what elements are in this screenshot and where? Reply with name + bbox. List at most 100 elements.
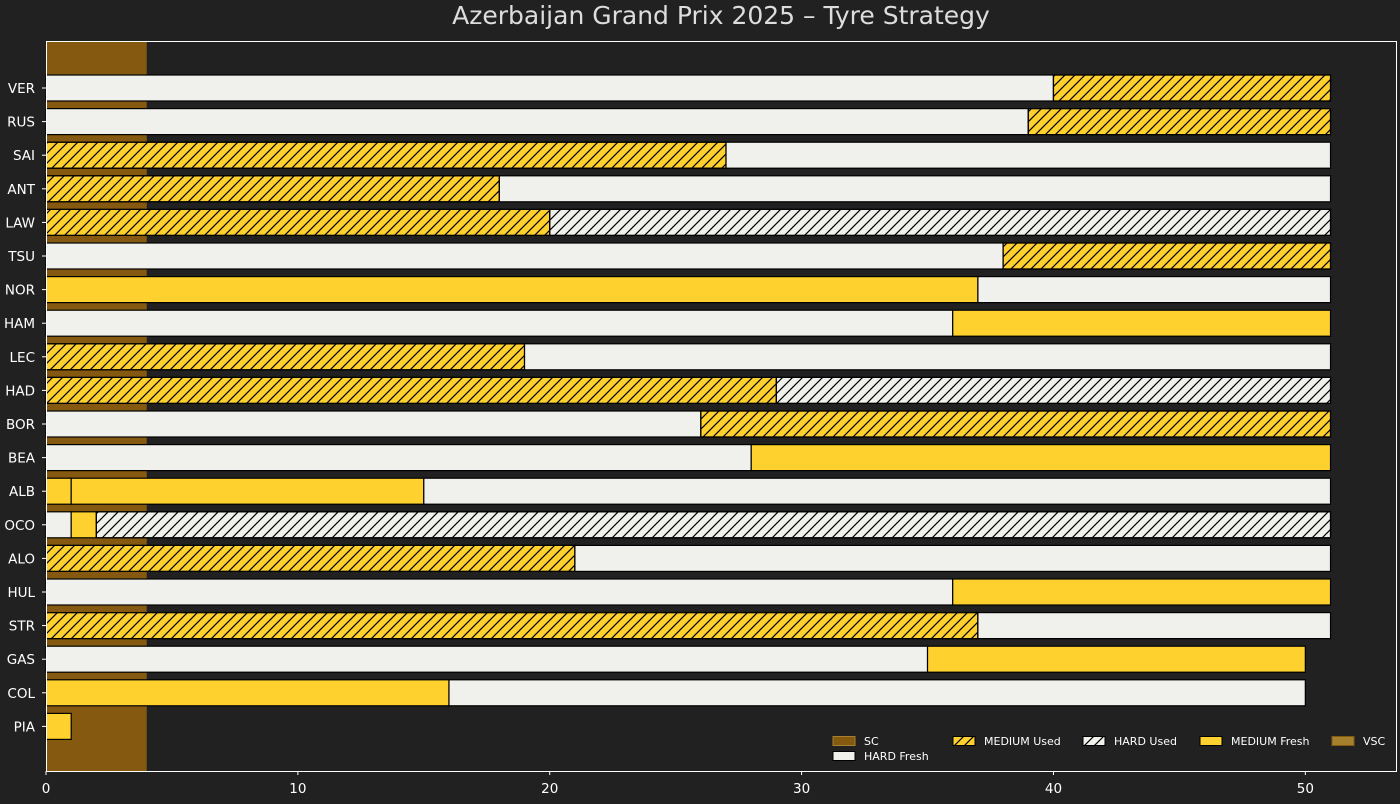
legend-item-sc: SC [832, 735, 879, 748]
stint-bar-alb-1 [45, 477, 72, 505]
stint-bar-pia-1 [45, 712, 72, 741]
y-tick-label-had: HAD [5, 383, 35, 399]
y-tick-label-lec: LEC [10, 350, 35, 366]
driver-row-sai [45, 141, 1332, 169]
y-tick-label-col: COL [7, 686, 35, 702]
legend-label: HARD Used [1114, 735, 1177, 748]
y-tick-label-pia: PIA [14, 719, 36, 735]
legend-label: MEDIUM Fresh [1231, 735, 1310, 748]
x-tick-label-20: 20 [541, 781, 558, 797]
stint-bar-rus-2-hatch [1027, 107, 1332, 136]
driver-row-hul [45, 578, 1332, 606]
stint-bar-lec-1-hatch [45, 343, 526, 371]
driver-row-bor [45, 410, 1332, 438]
driver-row-lec [45, 343, 1332, 371]
y-tick-label-ant: ANT [7, 182, 35, 198]
y-tick-label-alb: ALB [9, 484, 35, 500]
legend-item-medium-fresh: MEDIUM Fresh [1199, 735, 1310, 748]
stint-bar-str-2 [977, 611, 1332, 640]
y-tick-label-tsu: TSU [7, 249, 35, 265]
y-tick-label-sai: SAI [13, 148, 35, 164]
driver-row-nor [45, 276, 1332, 304]
stint-bar-alo-2 [574, 544, 1332, 573]
x-tick-label-40: 40 [1045, 781, 1062, 797]
stint-bar-had-2-hatch [775, 376, 1332, 404]
x-tick-label-10: 10 [289, 781, 306, 797]
y-tick-label-hul: HUL [7, 585, 35, 601]
stint-bar-col-1 [45, 679, 450, 707]
y-tick-label-law: LAW [5, 215, 35, 231]
stint-bar-ant-1-hatch [45, 175, 500, 203]
stint-bar-bea-1 [45, 444, 752, 472]
stint-bar-lec-2 [523, 343, 1332, 371]
y-tick-label-bor: BOR [6, 417, 35, 433]
y-tick-label-oco: OCO [4, 518, 35, 534]
y-axis: VER RUS SAI ANT LAW TSU NOR HAM LEC HAD BOR BEA ALB O… [4, 81, 46, 735]
stint-bar-ham-1 [45, 309, 954, 337]
driver-row-oco [45, 511, 1332, 539]
stint-bar-gas-2 [926, 645, 1306, 673]
stint-bar-sai-2 [725, 141, 1332, 169]
legend-item-hard-used: HARD Used [1082, 735, 1177, 748]
stint-bar-sai-1-hatch [45, 141, 727, 169]
y-tick-label-str: STR [9, 619, 35, 635]
legend-swatch [832, 751, 856, 761]
x-tick-label-0: 0 [42, 781, 51, 797]
y-tick-label-ham: HAM [4, 316, 35, 332]
stint-bar-hul-1 [45, 578, 954, 606]
legend: SC HARD Fresh MEDIUM Used HARD Used MEDIUM F… [832, 735, 1386, 763]
axes-frame [46, 41, 1397, 772]
driver-row-had [45, 376, 1332, 404]
stint-bar-bor-1 [45, 410, 702, 438]
legend-label: HARD Fresh [864, 750, 929, 763]
driver-row-ant [45, 175, 1332, 203]
stint-bar-law-2-hatch [549, 208, 1332, 236]
stint-bar-oco-2 [70, 511, 97, 539]
stint-bar-alb-2 [70, 477, 425, 505]
legend-swatch [832, 736, 856, 746]
driver-row-pia [45, 712, 72, 741]
driver-row-str [45, 611, 1332, 640]
x-axis: 0 10 20 30 40 50 [42, 771, 1314, 797]
y-tick-label-ver: VER [8, 81, 35, 97]
stint-bar-ant-2 [498, 175, 1332, 203]
stint-bar-ver-1 [45, 74, 1055, 102]
stint-bar-oco-1 [45, 511, 72, 539]
driver-row-rus [45, 107, 1332, 136]
y-tick-label-gas: GAS [7, 652, 35, 668]
legend-label: VSC [1363, 735, 1386, 748]
stint-bar-hul-2 [952, 578, 1332, 606]
stint-bar-law-1-hatch [45, 208, 551, 236]
stint-bar-ver-2-hatch [1052, 74, 1332, 102]
stint-bar-alb-3 [423, 477, 1332, 505]
stint-bar-nor-1 [45, 276, 979, 304]
stint-bar-nor-2 [977, 276, 1332, 304]
driver-row-gas [45, 645, 1306, 673]
y-tick-label-rus: RUS [7, 115, 35, 131]
stint-bar-ham-2 [952, 309, 1332, 337]
chart-title: Azerbaijan Grand Prix 2025 – Tyre Strate… [452, 1, 990, 30]
driver-row-alo [45, 544, 1332, 573]
driver-row-law [45, 208, 1332, 236]
stint-bar-gas-1 [45, 645, 929, 673]
driver-row-bea [45, 444, 1332, 472]
legend-label: MEDIUM Used [984, 735, 1061, 748]
driver-row-col [45, 679, 1306, 707]
legend-swatch [1199, 736, 1223, 746]
legend-swatch-hatch [952, 736, 976, 746]
stint-bar-bea-2 [750, 444, 1332, 472]
stint-bar-col-2 [448, 679, 1306, 707]
stint-bar-tsu-2-hatch [1002, 242, 1332, 270]
stint-bars [45, 74, 1332, 741]
driver-row-ham [45, 309, 1332, 337]
x-tick-label-50: 50 [1297, 781, 1314, 797]
stint-bar-tsu-1 [45, 242, 1004, 270]
legend-swatch-hatch [1082, 736, 1106, 746]
driver-row-alb [45, 477, 1332, 505]
legend-item-hard-fresh: HARD Fresh [832, 750, 929, 763]
legend-item-medium-used: MEDIUM Used [952, 735, 1061, 748]
stint-bar-str-1-hatch [45, 611, 979, 640]
driver-row-ver [45, 74, 1332, 102]
